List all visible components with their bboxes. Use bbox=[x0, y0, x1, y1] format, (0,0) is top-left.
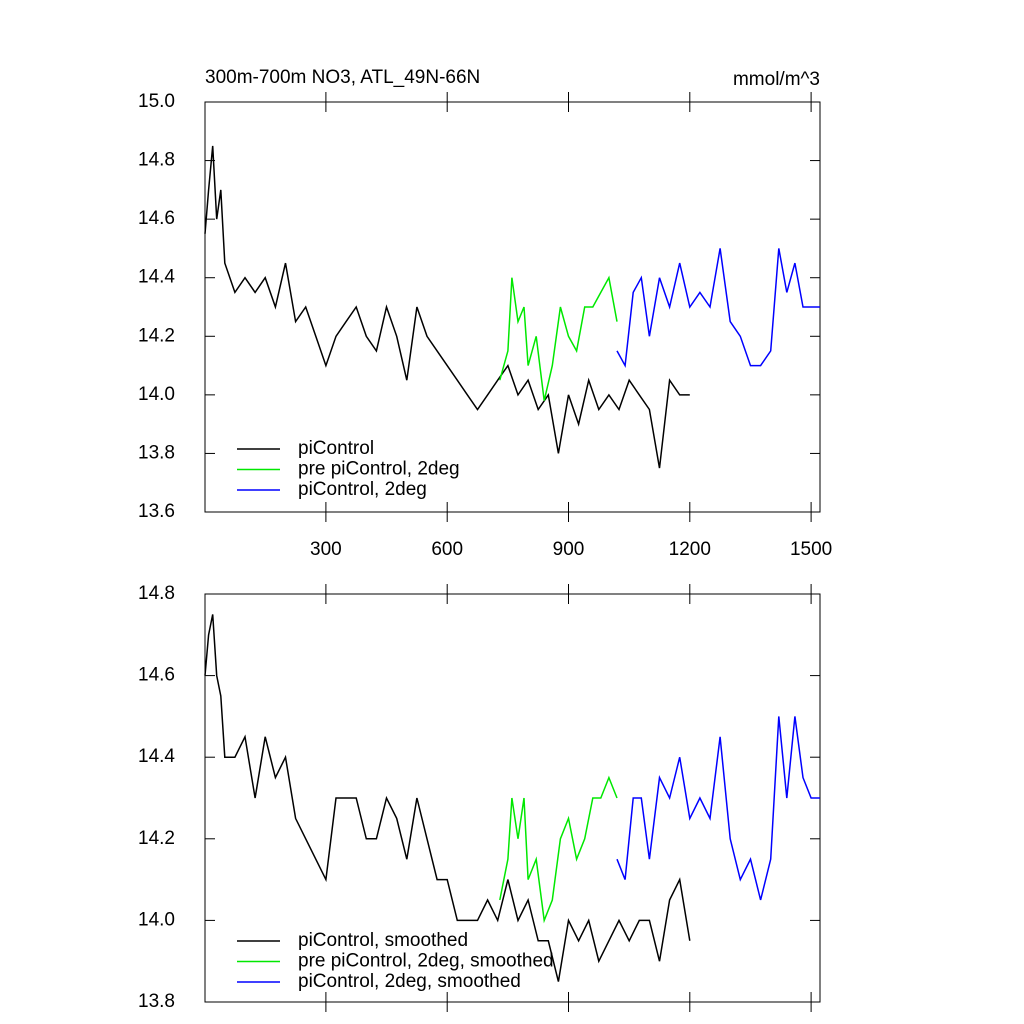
legend-label: piControl bbox=[298, 438, 374, 459]
units-label: mmol/m^3 bbox=[733, 69, 820, 90]
legend-label: piControl, smoothed bbox=[298, 930, 468, 951]
y-tick-label: 14.4 bbox=[138, 746, 175, 767]
x-tick-label: 1500 bbox=[790, 539, 832, 560]
series-line bbox=[204, 145, 690, 469]
series-line bbox=[204, 614, 691, 982]
series-line bbox=[499, 275, 618, 401]
y-tick-label: 14.8 bbox=[138, 150, 175, 171]
x-tick-label: 1200 bbox=[669, 539, 711, 560]
y-tick-label: 14.2 bbox=[138, 325, 175, 346]
series-line bbox=[499, 775, 618, 924]
y-tick-label: 13.8 bbox=[138, 442, 175, 463]
chart-title: 300m-700m NO3, ATL_49N-66N bbox=[205, 67, 480, 88]
y-tick-label: 15.0 bbox=[138, 91, 175, 112]
y-tick-label: 14.0 bbox=[138, 909, 175, 930]
x-tick-label: 900 bbox=[553, 539, 585, 560]
x-tick-label: 600 bbox=[431, 539, 463, 560]
y-tick-label: 14.4 bbox=[138, 267, 175, 288]
y-tick-label: 13.6 bbox=[138, 501, 175, 522]
y-tick-label: 14.8 bbox=[138, 583, 175, 604]
legend-label: pre piControl, 2deg bbox=[298, 459, 460, 480]
x-tick-label: 300 bbox=[310, 539, 342, 560]
legend-label: pre piControl, 2deg, smoothed bbox=[298, 951, 554, 972]
y-tick-label: 14.2 bbox=[138, 828, 175, 849]
y-tick-label: 13.8 bbox=[138, 991, 175, 1012]
legend-label: piControl, 2deg bbox=[298, 479, 427, 500]
y-tick-label: 14.6 bbox=[138, 208, 175, 229]
series-line bbox=[616, 248, 820, 369]
y-tick-label: 14.6 bbox=[138, 665, 175, 686]
y-tick-label: 14.0 bbox=[138, 384, 175, 405]
legend-label: piControl, 2deg, smoothed bbox=[298, 971, 521, 992]
series-line bbox=[616, 716, 820, 901]
